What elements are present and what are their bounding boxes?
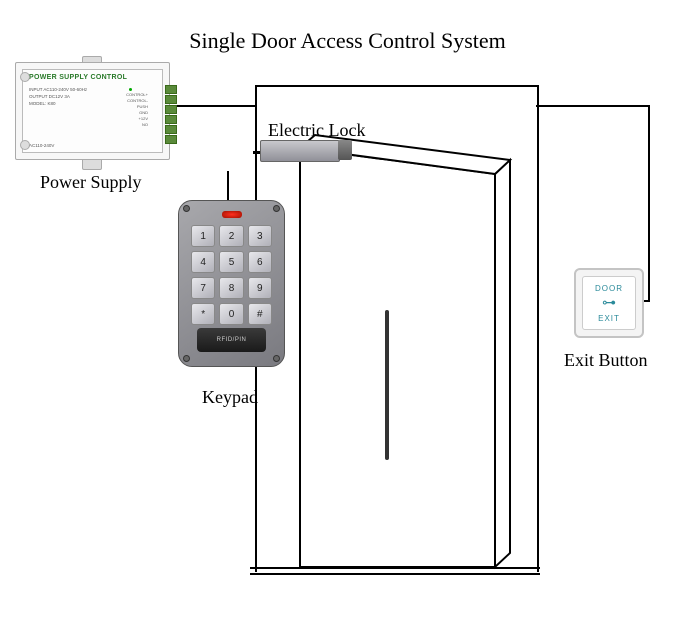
psu-screw-tl: [20, 72, 30, 82]
exit-text-bottom: EXIT: [598, 314, 620, 323]
keypad-screw-tr: [273, 205, 280, 212]
keypad: 1 2 3 4 5 6 7 8 9 * 0 # RFID/PIN: [178, 200, 285, 367]
psu-led: [129, 88, 132, 91]
psu-terminal-labels: CONTROL+ CONTROL- PUSH GND +12V NO: [126, 92, 148, 128]
wire-exit-top: [536, 105, 650, 107]
wire-exit-down: [648, 105, 650, 302]
exit-button-face: DOOR ⊶ EXIT: [582, 276, 636, 330]
key-3: 3: [248, 225, 272, 247]
door-handle: [385, 310, 389, 460]
wire-exit-in: [643, 300, 650, 302]
power-supply-label: Power Supply: [40, 172, 142, 193]
keypad-label: Keypad: [202, 387, 258, 408]
exit-button-label: Exit Button: [564, 350, 648, 371]
exit-text-top: DOOR: [595, 284, 623, 293]
electric-lock: [260, 140, 340, 162]
keypad-screw-bl: [183, 355, 190, 362]
keypad-screw-br: [273, 355, 280, 362]
psu-terminals: [165, 85, 177, 145]
keypad-reader: RFID/PIN: [197, 328, 266, 352]
key-0: 0: [219, 303, 243, 325]
key-8: 8: [219, 277, 243, 299]
keypad-screw-tl: [183, 205, 190, 212]
exit-button: DOOR ⊶ EXIT: [574, 268, 644, 338]
psu-header-text: POWER SUPPLY CONTROL: [29, 74, 127, 81]
electric-lock-label: Electric Lock: [268, 120, 365, 141]
wire-keypad-to-frame: [227, 171, 229, 201]
key-1: 1: [191, 225, 215, 247]
door-threshold: [250, 567, 540, 575]
psu-spec-1: INPUT AC110-240V 50-60Hz: [29, 87, 87, 92]
key-4: 4: [191, 251, 215, 273]
psu-panel: POWER SUPPLY CONTROL INPUT AC110-240V 50…: [22, 69, 163, 153]
psu-spec-2: OUTPUT DC12V 3A: [29, 94, 70, 99]
keypad-indicator: [222, 211, 242, 218]
psu-screw-bl: [20, 140, 30, 150]
electric-lock-armature: [338, 140, 352, 160]
key-6: 6: [248, 251, 272, 273]
psu-bottom-text: AC110-240V: [29, 143, 54, 148]
key-7: 7: [191, 277, 215, 299]
power-supply: POWER SUPPLY CONTROL INPUT AC110-240V 50…: [15, 62, 170, 160]
diagram-title: Single Door Access Control System: [0, 28, 695, 54]
key-9: 9: [248, 277, 272, 299]
key-star: *: [191, 303, 215, 325]
key-icon: ⊶: [602, 295, 616, 312]
key-hash: #: [248, 303, 272, 325]
key-5: 5: [219, 251, 243, 273]
key-2: 2: [219, 225, 243, 247]
wire-psu-to-frame: [170, 105, 255, 107]
keypad-grid: 1 2 3 4 5 6 7 8 9 * 0 #: [191, 225, 272, 325]
psu-spec-3: MODEL: K80: [29, 101, 56, 106]
